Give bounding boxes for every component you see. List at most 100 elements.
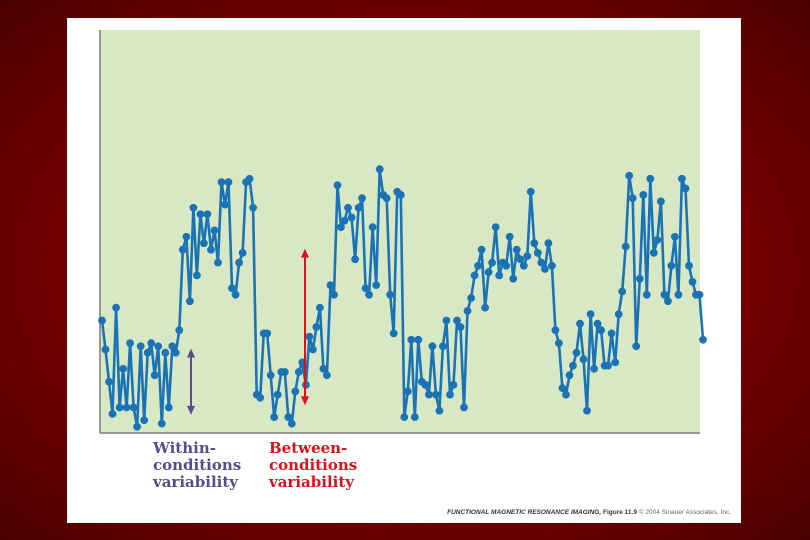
data-point (309, 345, 317, 354)
data-point (678, 174, 686, 183)
data-point (597, 326, 605, 335)
data-point (519, 261, 528, 270)
data-point (533, 249, 542, 257)
credit-figure-number: Figure 11.9 (602, 509, 637, 516)
data-point (512, 245, 521, 254)
data-point (649, 249, 658, 257)
between-conditions-label: Between- conditions variability (269, 439, 358, 491)
annotation-layer (187, 248, 309, 415)
data-point (245, 174, 254, 183)
data-point (221, 200, 229, 209)
data-point (607, 329, 616, 338)
data-point (273, 390, 282, 399)
data-point (551, 326, 560, 335)
data-point (569, 361, 577, 370)
data-point (122, 403, 131, 412)
data-point (200, 239, 208, 248)
data-point (537, 258, 546, 267)
data-point (396, 191, 405, 199)
data-point (235, 258, 244, 267)
series-line (100, 167, 705, 429)
data-point (305, 332, 314, 341)
data-point (428, 342, 437, 351)
data-point (530, 239, 539, 248)
data-point (491, 223, 500, 232)
data-point (523, 252, 532, 260)
data-point (126, 339, 134, 347)
data-point (386, 290, 395, 299)
data-point (664, 297, 672, 306)
data-point (323, 371, 331, 380)
data-point (280, 368, 289, 376)
data-point (470, 271, 479, 280)
data-point (477, 245, 486, 254)
data-point (238, 249, 247, 257)
data-point (175, 326, 184, 335)
data-point (618, 287, 627, 296)
data-point (161, 348, 170, 357)
data-point (681, 184, 690, 193)
data-point (484, 268, 493, 277)
data-point (614, 310, 623, 318)
data-point (337, 223, 345, 232)
data-point (168, 342, 177, 351)
data-point (593, 319, 602, 328)
data-point (699, 335, 707, 344)
data-point (266, 371, 275, 380)
data-point (421, 381, 430, 389)
data-point (432, 390, 440, 399)
data-point (414, 335, 423, 344)
data-point (182, 232, 191, 241)
data-point (555, 339, 563, 347)
credit-book-title: FUNCTIONAL MAGNETIC RESONANCE IMAGING, (447, 509, 602, 516)
data-point (347, 213, 356, 222)
data-point (509, 274, 518, 283)
data-point (361, 284, 370, 293)
data-point (586, 310, 595, 318)
data-point (625, 171, 634, 180)
data-point (558, 384, 567, 392)
data-point (312, 323, 321, 331)
data-point (98, 316, 106, 325)
data-point (389, 329, 398, 338)
data-point (326, 281, 335, 289)
data-point (207, 245, 215, 254)
data-point (639, 191, 648, 199)
data-point (632, 342, 641, 351)
data-point (695, 290, 704, 299)
data-point (544, 239, 553, 248)
data-point (249, 203, 257, 212)
data-point (105, 377, 113, 386)
data-point (583, 406, 591, 415)
data-point (171, 348, 180, 357)
data-point (112, 303, 120, 312)
data-point (505, 232, 514, 241)
points-layer (98, 165, 707, 431)
data-point (291, 387, 300, 396)
data-point (214, 258, 222, 267)
data-point (495, 271, 504, 280)
data-point (368, 223, 377, 232)
data-point (228, 284, 236, 293)
data-point (316, 303, 324, 312)
data-point (375, 165, 384, 174)
data-point (653, 236, 662, 244)
data-point (133, 422, 141, 431)
data-point (660, 290, 669, 299)
data-point (372, 281, 381, 289)
data-point (256, 393, 265, 402)
data-point (101, 345, 110, 354)
data-point (635, 274, 644, 283)
data-point (333, 181, 342, 190)
data-point (164, 403, 173, 412)
data-point (572, 348, 581, 357)
data-point (579, 355, 588, 364)
data-point (382, 194, 391, 203)
data-point (403, 387, 412, 396)
data-point (340, 216, 349, 225)
data-point (628, 194, 637, 203)
data-point (671, 232, 679, 241)
data-point (400, 413, 409, 421)
data-point (284, 413, 293, 421)
data-point (270, 413, 279, 421)
